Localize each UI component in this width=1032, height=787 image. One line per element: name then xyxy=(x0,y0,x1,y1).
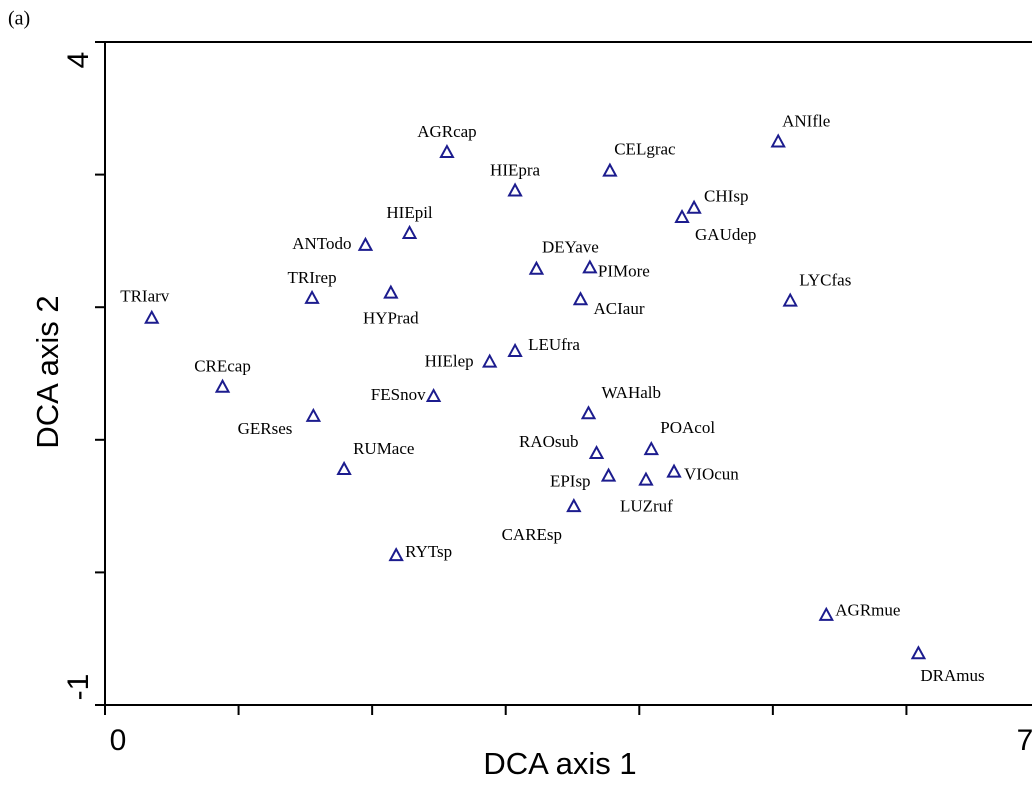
point-label: HIEpil xyxy=(386,203,433,222)
point xyxy=(144,309,160,324)
point-label: ACIaur xyxy=(594,299,645,318)
x-axis-title: DCA axis 1 xyxy=(483,746,636,781)
point xyxy=(336,460,352,475)
point-label: RUMace xyxy=(353,439,414,458)
point-label: ANTodo xyxy=(292,234,351,253)
point-label: TRIrep xyxy=(287,268,336,287)
point xyxy=(580,405,597,420)
point xyxy=(507,182,523,197)
x-tick-label: 7 xyxy=(1017,724,1032,757)
point xyxy=(304,289,320,304)
point xyxy=(600,467,617,482)
point-label: CREcap xyxy=(194,357,251,376)
point xyxy=(910,645,927,660)
point xyxy=(439,143,455,159)
point xyxy=(638,471,654,486)
point-label: TRIarv xyxy=(120,287,170,306)
point-label: HIEpra xyxy=(490,160,540,179)
point xyxy=(566,498,582,513)
point-label: FESnov xyxy=(371,385,426,404)
point-label: AGRmue xyxy=(835,601,900,620)
point xyxy=(425,387,442,403)
panel-label: (a) xyxy=(8,8,30,30)
point xyxy=(357,236,374,251)
point xyxy=(666,463,682,478)
point-label: EPIsp xyxy=(550,472,591,491)
point-label: RAOsub xyxy=(519,432,579,451)
point xyxy=(588,444,605,460)
point-label: LYCfas xyxy=(799,270,851,289)
point-label: PIMore xyxy=(598,261,650,280)
point xyxy=(401,224,418,239)
point-label: GAUdep xyxy=(695,225,756,244)
point-label: VIOcun xyxy=(684,465,739,484)
point-label: CHIsp xyxy=(704,187,748,206)
y-tick-label: -1 xyxy=(62,674,95,701)
y-tick-label: 4 xyxy=(62,52,95,69)
point xyxy=(214,378,231,393)
point xyxy=(602,162,618,177)
point-label: CAREsp xyxy=(502,525,562,544)
y-axis-title: DCA axis 2 xyxy=(30,295,65,448)
point xyxy=(507,342,523,357)
point xyxy=(818,606,834,621)
point xyxy=(383,284,399,299)
point-label: RYTsp xyxy=(405,542,452,561)
point xyxy=(582,259,598,274)
point xyxy=(305,407,322,422)
point-label: LUZruf xyxy=(620,496,673,515)
point-label: AGRcap xyxy=(417,122,476,141)
point xyxy=(686,199,702,214)
point-label: HYPrad xyxy=(363,309,419,328)
point-label: DRAmus xyxy=(920,666,984,685)
point-label: GERses xyxy=(238,419,293,438)
point-label: POAcol xyxy=(660,418,715,437)
point xyxy=(674,208,690,224)
point xyxy=(388,547,404,562)
point xyxy=(643,440,659,456)
point-label: CELgrac xyxy=(614,140,676,159)
point-label: DEYave xyxy=(542,238,599,257)
point xyxy=(782,292,798,307)
point-label: WAHalb xyxy=(602,383,661,402)
point xyxy=(770,133,786,148)
point-label: HIElep xyxy=(425,351,474,370)
point-label: LEUfra xyxy=(528,335,580,354)
point xyxy=(482,353,498,368)
point-label: ANIfle xyxy=(782,111,830,130)
point xyxy=(572,291,589,306)
point xyxy=(528,260,545,275)
x-tick-label: 0 xyxy=(110,724,127,757)
